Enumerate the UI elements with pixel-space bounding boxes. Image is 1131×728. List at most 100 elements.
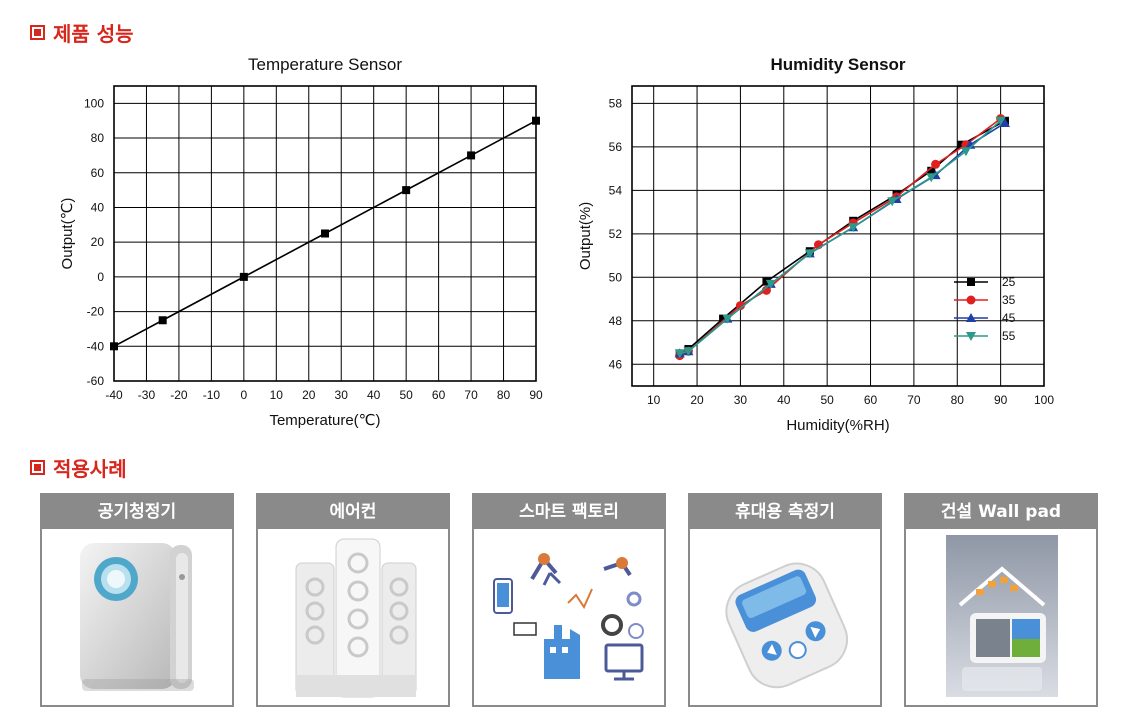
data-point — [995, 116, 1006, 126]
app-card-label: 에어컨 — [258, 495, 448, 529]
series-0 — [110, 116, 540, 351]
x-tick-label: 20 — [690, 393, 704, 407]
data-point — [931, 159, 941, 169]
x-tick-label: 50 — [399, 388, 413, 402]
square-bullet-icon — [30, 460, 45, 475]
data-point — [762, 277, 771, 286]
data-point — [110, 342, 118, 351]
air-conditioner-icon — [295, 538, 417, 698]
data-point — [467, 151, 476, 160]
wall-pad-icon — [946, 535, 1058, 697]
y-tick-label: 100 — [84, 96, 104, 110]
section-title-applications-text: 적용사례 — [53, 457, 127, 481]
x-tick-label: -30 — [138, 388, 156, 402]
y-axis-label: Output(℃) — [59, 198, 76, 270]
data-point — [683, 347, 694, 357]
y-tick-label: 40 — [91, 200, 105, 214]
series-line — [679, 117, 1002, 357]
legend-marker — [966, 332, 976, 341]
app-card-portable-meter: 휴대용 측정기 — [688, 493, 882, 707]
x-tick-label: -40 — [105, 388, 123, 402]
legend-label: 55 — [1002, 329, 1016, 343]
y-tick-label: 52 — [609, 227, 623, 241]
legend-label: 45 — [1002, 311, 1016, 325]
legend: 25 35 45 55 — [954, 275, 1016, 343]
data-point — [735, 301, 745, 311]
data-point — [926, 173, 937, 183]
x-tick-label: -20 — [170, 388, 188, 402]
grid-lines — [113, 86, 537, 382]
data-point — [765, 279, 776, 289]
x-tick-label: 40 — [367, 388, 381, 402]
y-tick-label: 50 — [609, 270, 623, 284]
legend-marker — [966, 313, 976, 322]
x-tick-label: -10 — [203, 388, 221, 402]
y-tick-label: 20 — [91, 235, 105, 249]
x-tick-label: 60 — [864, 393, 878, 407]
y-tick-label: 48 — [609, 314, 623, 328]
y-axis-label: Output(%) — [577, 202, 594, 270]
legend-label: 25 — [1002, 275, 1016, 289]
y-tick-label: -60 — [87, 374, 105, 388]
data-point — [722, 314, 733, 324]
x-tick-label: 30 — [335, 388, 349, 402]
x-tick-label: 40 — [777, 393, 791, 407]
data-point — [402, 186, 411, 195]
data-point — [927, 166, 936, 175]
legend-marker — [967, 278, 975, 286]
humidity-sensor-chart: Humidity Sensor 10 20 30 40 50 60 70 80 90 100 46 48… — [577, 55, 1054, 434]
y-tick-label: -20 — [87, 305, 105, 319]
y-tick-label: -40 — [87, 339, 105, 353]
app-card-air-conditioner: 에어컨 — [256, 493, 450, 707]
app-card-smart-factory: 스마트 팩토리 — [472, 493, 666, 707]
chart-title: Humidity Sensor — [770, 55, 905, 74]
y-tick-label: 80 — [91, 131, 105, 145]
y-tick-label: 56 — [609, 140, 623, 154]
x-tick-label: 10 — [270, 388, 284, 402]
data-point — [960, 147, 971, 157]
data-point — [239, 272, 248, 281]
y-tick-label: 46 — [609, 357, 623, 371]
app-card-label: 스마트 팩토리 — [474, 495, 664, 529]
app-card-label: 휴대용 측정기 — [690, 495, 880, 529]
series-55 — [674, 116, 1006, 359]
x-tick-label: 30 — [734, 393, 748, 407]
temperature-sensor-chart: Temperature Sensor -40 -30 -20 -10 0 10 20 30 40 5… — [59, 55, 543, 429]
grid-lines — [632, 86, 1045, 386]
x-axis-label: Humidity(%RH) — [786, 417, 889, 434]
app-card-wall-pad: 건설 Wall pad — [904, 493, 1098, 707]
legend-marker — [966, 295, 976, 305]
data-point — [848, 223, 859, 233]
air-purifier-icon — [80, 543, 194, 691]
x-axis-label: Temperature(℃) — [269, 412, 380, 429]
data-point — [158, 316, 167, 325]
x-tick-label: 10 — [647, 393, 661, 407]
x-tick-label: 20 — [302, 388, 316, 402]
section-title-performance: 제품 성능 — [30, 18, 134, 47]
data-point — [887, 197, 898, 207]
x-tick-label: 100 — [1034, 393, 1054, 407]
portable-meter-icon — [725, 562, 848, 689]
x-tick-label: 50 — [820, 393, 834, 407]
data-point — [999, 117, 1010, 127]
data-point — [804, 249, 815, 259]
data-point — [965, 139, 976, 149]
series-line — [679, 120, 1002, 355]
section-title-performance-text: 제품 성능 — [53, 22, 134, 46]
y-tick-label: 58 — [609, 96, 623, 110]
y-tick-label: 0 — [97, 270, 104, 284]
app-card-label: 공기청정기 — [42, 495, 232, 529]
legend-label: 35 — [1002, 293, 1016, 307]
x-tick-label: 90 — [529, 388, 543, 402]
x-tick-label: 60 — [432, 388, 446, 402]
data-point — [719, 314, 728, 323]
data-point — [321, 229, 329, 238]
x-tick-label: 70 — [907, 393, 921, 407]
y-tick-label: 54 — [609, 183, 623, 197]
data-point — [532, 116, 540, 125]
x-tick-label: 80 — [951, 393, 965, 407]
section-title-applications: 적용사례 — [30, 453, 127, 482]
x-tick-label: 90 — [994, 393, 1008, 407]
x-tick-label: 70 — [464, 388, 478, 402]
data-point — [674, 349, 685, 359]
